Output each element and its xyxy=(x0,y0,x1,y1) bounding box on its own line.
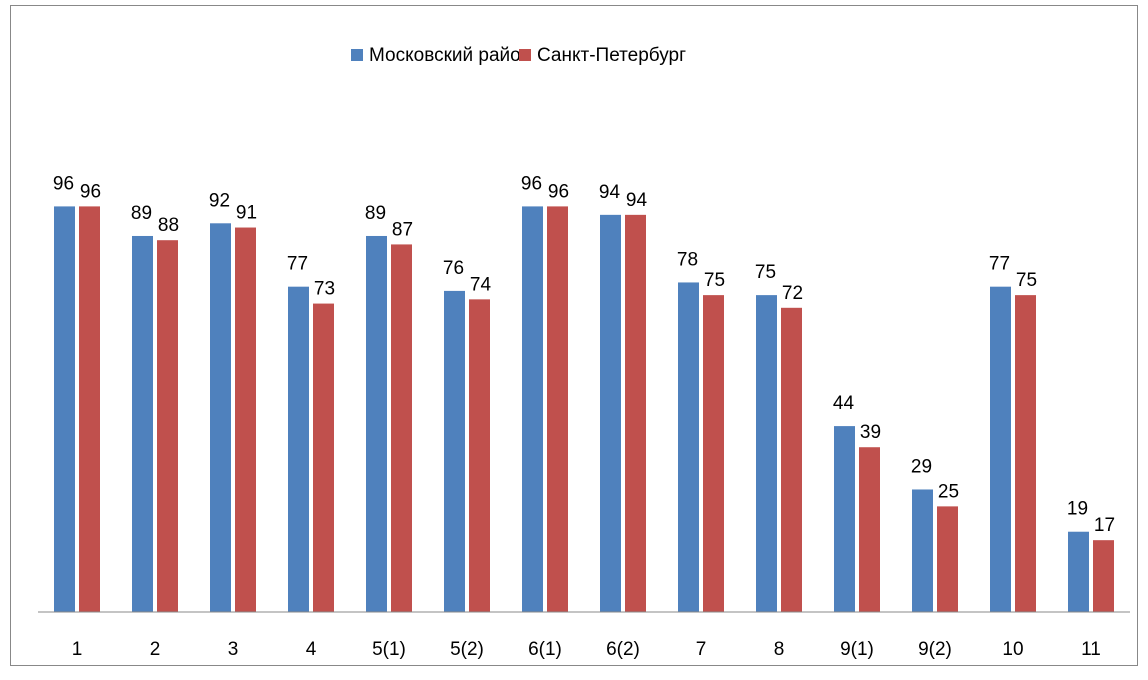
bar xyxy=(235,227,256,612)
value-label: 96 xyxy=(548,181,569,202)
bar xyxy=(625,214,646,612)
value-label: 91 xyxy=(236,203,257,224)
legend-swatch xyxy=(519,49,531,61)
value-label: 92 xyxy=(209,190,230,211)
value-label: 19 xyxy=(1067,499,1088,520)
x-tick-label: 8 xyxy=(774,639,785,660)
x-tick-label: 3 xyxy=(228,639,239,660)
bar xyxy=(469,299,490,612)
value-label: 94 xyxy=(599,182,621,203)
value-label: 73 xyxy=(314,279,335,300)
bar xyxy=(912,489,933,612)
bar xyxy=(132,235,153,612)
bar xyxy=(859,447,880,612)
x-tick-label: 7 xyxy=(696,639,707,660)
x-tick-label: 10 xyxy=(1002,639,1023,660)
x-tick-label: 9(2) xyxy=(918,639,952,660)
bar xyxy=(600,214,621,612)
x-tick-label: 6(2) xyxy=(606,639,640,660)
bar xyxy=(547,206,568,612)
x-tick-label: 11 xyxy=(1081,639,1101,660)
value-label: 88 xyxy=(158,215,179,236)
x-tick-label: 4 xyxy=(306,639,317,660)
bar xyxy=(1068,531,1089,612)
x-tick-label: 1 xyxy=(72,639,83,660)
bar xyxy=(937,506,958,612)
value-label: 96 xyxy=(80,181,101,202)
bar xyxy=(678,282,699,612)
x-tick-label: 6(1) xyxy=(528,639,562,660)
x-tick-label: 9(1) xyxy=(840,639,874,660)
value-label: 75 xyxy=(1016,270,1037,291)
bar xyxy=(756,295,777,612)
chart-border xyxy=(10,5,1138,666)
bar xyxy=(444,290,465,612)
x-tick-label: 5(1) xyxy=(372,639,406,660)
value-label: 96 xyxy=(53,173,74,194)
x-tick-label: 2 xyxy=(150,639,161,660)
value-label: 39 xyxy=(860,422,881,443)
value-label: 78 xyxy=(677,249,698,270)
value-label: 44 xyxy=(833,393,855,414)
value-label: 29 xyxy=(911,456,932,477)
value-label: 77 xyxy=(287,254,308,275)
bar xyxy=(522,206,543,612)
bar xyxy=(990,286,1011,612)
value-label: 72 xyxy=(782,283,803,304)
value-label: 76 xyxy=(443,258,464,279)
value-label: 94 xyxy=(626,190,648,211)
bar xyxy=(1015,295,1036,612)
bar xyxy=(1093,540,1114,612)
value-label: 74 xyxy=(470,274,492,295)
bar xyxy=(391,244,412,613)
bar xyxy=(703,295,724,612)
legend-label: Санкт-Петербург xyxy=(537,45,686,66)
legend-swatch xyxy=(351,49,363,61)
value-label: 89 xyxy=(365,203,386,224)
value-label: 75 xyxy=(704,270,725,291)
value-label: 89 xyxy=(131,203,152,224)
bar xyxy=(834,426,855,612)
legend-label: Московский район xyxy=(369,45,531,66)
bar xyxy=(288,286,309,612)
bar xyxy=(313,303,334,612)
value-label: 75 xyxy=(755,262,776,283)
bar xyxy=(781,307,802,612)
x-tick-label: 5(2) xyxy=(450,639,484,660)
value-label: 96 xyxy=(521,173,542,194)
value-label: 77 xyxy=(989,254,1010,275)
value-label: 17 xyxy=(1094,515,1115,536)
bar xyxy=(157,240,178,612)
bar xyxy=(79,206,100,612)
bar xyxy=(210,223,231,613)
bar xyxy=(366,235,387,612)
value-label: 87 xyxy=(392,219,413,240)
bar xyxy=(54,206,75,612)
value-label: 25 xyxy=(938,481,959,502)
